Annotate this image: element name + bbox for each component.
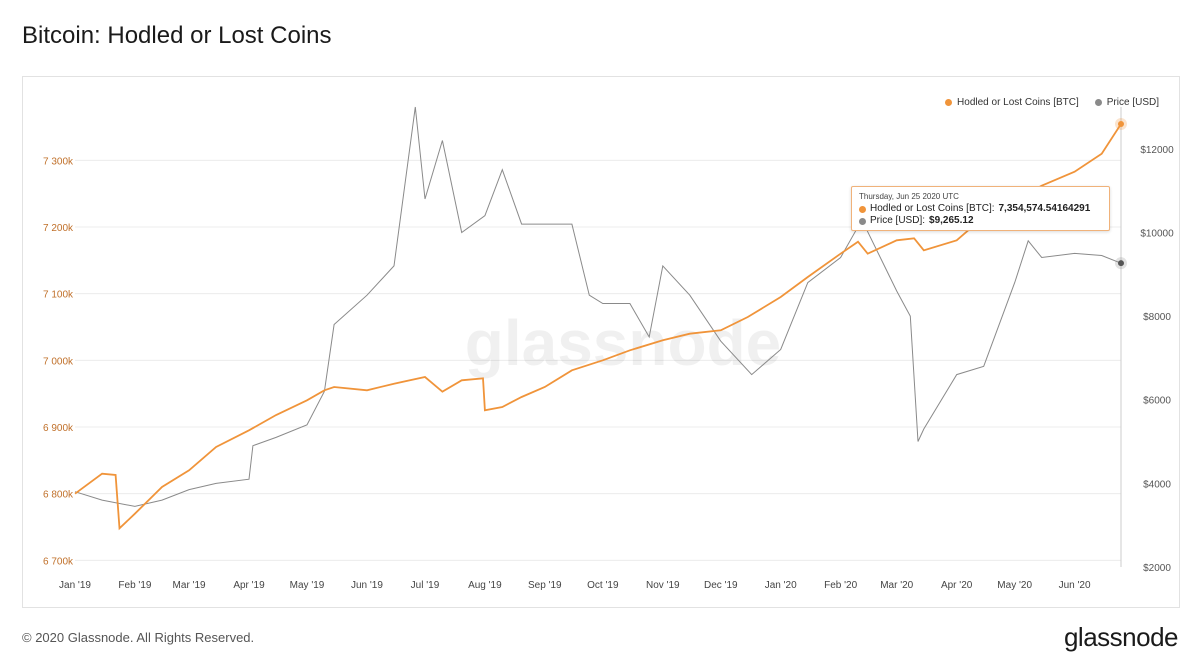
x-axis-tick-label: Mar '20	[880, 580, 913, 591]
left-axis-tick-label: 7 200k	[43, 223, 74, 234]
left-axis-tick-label: 6 700k	[43, 556, 74, 567]
chart-panel: glassnode 6 700k 6 800k 6 900k 7 000k 7 100k…	[22, 76, 1180, 608]
right-axis-tick-label: $8000	[1143, 312, 1171, 323]
price-dot-icon	[859, 217, 866, 225]
legend-label-price: Price [USD]	[1106, 97, 1159, 108]
x-axis-tick-label: Apr '20	[941, 580, 973, 591]
page-title: Bitcoin: Hodled or Lost Coins	[22, 22, 332, 49]
x-axis-tick-label: Mar '19	[173, 580, 206, 591]
x-axis-tick-label: Jul '19	[411, 580, 440, 591]
x-axis-tick-label: Oct '19	[587, 580, 619, 591]
right-axis-tick-label: $12000	[1140, 145, 1174, 156]
legend-item-price[interactable]: Price [USD]	[1094, 97, 1159, 108]
tooltip-price-label: Price [USD]:	[870, 215, 926, 226]
chart-legend: Hodled or Lost Coins [BTC] Price [USD]	[945, 97, 1159, 108]
right-axis-ticks: $2000 $4000 $6000 $8000 $10000 $12000	[1140, 145, 1174, 574]
x-axis-tick-label: Jun '19	[351, 580, 383, 591]
right-axis-tick-label: $4000	[1143, 479, 1171, 490]
right-axis-tick-label: $2000	[1143, 563, 1171, 574]
hodled-dot-icon	[859, 205, 866, 213]
watermark: glassnode	[465, 307, 782, 379]
tooltip-row-hodled: Hodled or Lost Coins [BTC]: 7,354,574.54…	[859, 203, 1102, 215]
hodled-hover-point[interactable]	[1118, 120, 1124, 127]
x-axis-tick-label: May '19	[290, 580, 325, 591]
x-axis-tick-label: Dec '19	[704, 580, 738, 591]
x-axis-tick-label: Feb '20	[824, 580, 857, 591]
right-axis-tick-label: $10000	[1140, 228, 1174, 239]
legend-label-hodled: Hodled or Lost Coins [BTC]	[957, 97, 1079, 108]
left-axis-tick-label: 6 800k	[43, 490, 74, 501]
chart-svg: glassnode 6 700k 6 800k 6 900k 7 000k 7 100k…	[43, 106, 1174, 591]
hodled-legend-dot-icon	[945, 99, 953, 106]
left-axis-tick-label: 6 900k	[43, 423, 74, 434]
x-axis-tick-label: Jan '20	[765, 580, 797, 591]
x-axis-ticks: Jan '19 Feb '19 Mar '19 Apr '19 May '19 Jun '…	[59, 580, 1091, 591]
x-axis-tick-label: Jan '19	[59, 580, 91, 591]
left-axis-tick-label: 7 000k	[43, 356, 74, 367]
x-axis-tick-label: Aug '19	[468, 580, 502, 591]
price-series-line	[74, 106, 1122, 507]
x-axis-tick-label: Jun '20	[1059, 580, 1091, 591]
left-axis-tick-label: 7 300k	[43, 156, 74, 167]
x-axis-tick-label: May '20	[997, 580, 1032, 591]
legend-item-hodled[interactable]: Hodled or Lost Coins [BTC]	[945, 97, 1079, 108]
x-axis-tick-label: Sep '19	[528, 580, 562, 591]
hodled-series-line	[74, 123, 1122, 531]
x-axis-tick-label: Nov '19	[646, 580, 680, 591]
x-axis-tick-label: Apr '19	[233, 580, 265, 591]
copyright-footer: © 2020 Glassnode. All Rights Reserved.	[22, 630, 255, 645]
tooltip-hodled-value: 7,354,574.54164291	[998, 203, 1091, 214]
tooltip-date: Thursday, Jun 25 2020 UTC	[859, 192, 959, 201]
tooltip-price-value: $9,265.12	[929, 215, 974, 226]
grid-lines	[75, 107, 1122, 567]
price-hover-point[interactable]	[1118, 260, 1124, 267]
x-axis-tick-label: Feb '19	[118, 580, 151, 591]
tooltip-row-price: Price [USD]: $9,265.12	[859, 215, 1102, 227]
glassnode-logo[interactable]: glassnode	[1063, 622, 1179, 652]
price-legend-dot-icon	[1094, 99, 1102, 106]
tooltip-hodled-label: Hodled or Lost Coins [BTC]:	[870, 203, 995, 214]
right-axis-tick-label: $6000	[1143, 396, 1171, 407]
hover-tooltip: Thursday, Jun 25 2020 UTC Hodled or Lost…	[851, 186, 1110, 231]
left-axis-tick-label: 7 100k	[43, 290, 74, 301]
left-axis-ticks: 6 700k 6 800k 6 900k 7 000k 7 100k 7 200k 7 30…	[43, 156, 74, 567]
